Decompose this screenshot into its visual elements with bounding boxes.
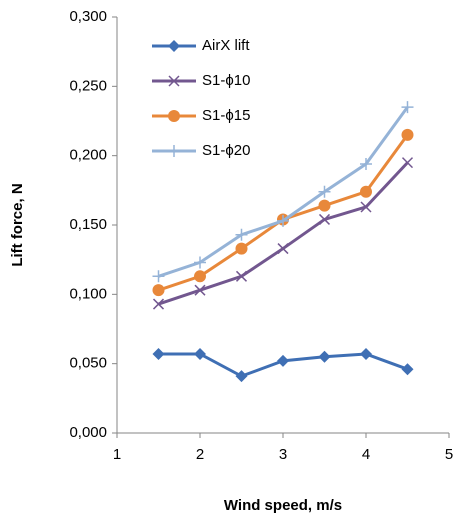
marker (235, 228, 248, 241)
marker (277, 214, 289, 227)
marker (194, 256, 206, 269)
y-tick-label: 0,100 (69, 285, 107, 302)
marker (401, 101, 414, 114)
marker-shape (152, 347, 165, 360)
marker (168, 75, 180, 87)
marker-shape (277, 243, 289, 255)
marker-shape (318, 213, 331, 225)
marker-shape (168, 110, 180, 122)
marker-shape (401, 157, 414, 169)
marker-shape (235, 370, 248, 383)
marker (360, 185, 372, 198)
marker-shape (235, 242, 248, 255)
marker (152, 270, 165, 283)
marker (235, 370, 248, 383)
marker-shape (168, 145, 180, 157)
x-tick-label: 4 (362, 446, 370, 463)
marker (401, 128, 414, 141)
marker-shape (360, 201, 372, 213)
marker-shape (401, 101, 414, 114)
marker-shape (194, 347, 206, 360)
marker (360, 157, 372, 170)
marker (360, 201, 372, 213)
marker (168, 145, 180, 157)
y-tick-label: 0,050 (69, 355, 107, 372)
marker (168, 110, 180, 122)
marker (401, 363, 414, 376)
marker-shape (168, 40, 180, 52)
y-axis-title: Lift force, N (9, 183, 26, 266)
marker (318, 199, 331, 212)
y-tick-label: 0,200 (69, 147, 107, 164)
marker-shape (152, 270, 165, 283)
marker (194, 284, 206, 296)
marker (194, 270, 206, 283)
marker (152, 347, 165, 360)
marker (235, 270, 248, 282)
marker-shape (235, 270, 248, 282)
marker (318, 185, 331, 198)
legend-label: S1-ϕ15 (202, 107, 250, 124)
marker (318, 350, 331, 363)
marker-shape (235, 228, 248, 241)
marker-shape (277, 354, 289, 367)
marker-shape (360, 185, 372, 198)
marker-shape (318, 199, 331, 212)
marker-shape (360, 157, 372, 170)
legend-label: S1-ϕ20 (202, 142, 250, 159)
x-tick-label: 1 (113, 446, 121, 463)
marker (152, 298, 165, 310)
marker (152, 284, 165, 297)
x-tick-label: 3 (279, 446, 287, 463)
x-tick-label: 5 (445, 446, 453, 463)
marker-shape (168, 75, 180, 87)
x-axis-title: Wind speed, m/s (224, 497, 342, 514)
y-tick-label: 0,300 (69, 8, 107, 25)
marker (194, 347, 206, 360)
marker-shape (401, 363, 414, 376)
y-tick-label: 0,250 (69, 77, 107, 94)
marker (401, 157, 414, 169)
marker-shape (401, 128, 414, 141)
legend-label: S1-ϕ10 (202, 72, 250, 89)
marker (277, 243, 289, 255)
marker-shape (194, 270, 206, 283)
marker (318, 213, 331, 225)
marker-shape (277, 214, 289, 227)
marker (360, 347, 372, 360)
marker-shape (318, 185, 331, 198)
marker (168, 40, 180, 52)
legend-label: AirX lift (202, 37, 250, 54)
marker (235, 242, 248, 255)
marker-shape (152, 298, 165, 310)
x-tick-label: 2 (196, 446, 204, 463)
marker (277, 354, 289, 367)
marker-shape (318, 350, 331, 363)
y-tick-label: 0,000 (69, 424, 107, 441)
marker-shape (152, 284, 165, 297)
marker-shape (360, 347, 372, 360)
marker-shape (194, 284, 206, 296)
marker-shape (194, 256, 206, 269)
y-tick-label: 0,150 (69, 216, 107, 233)
